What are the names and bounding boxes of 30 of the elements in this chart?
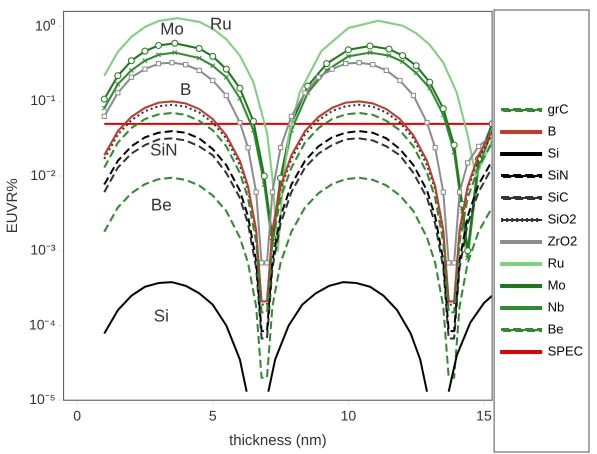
y-axis-title: EUVR% bbox=[4, 178, 22, 234]
legend-label: Si bbox=[548, 146, 560, 161]
y-tick-label: 10⁰ bbox=[35, 18, 56, 34]
legend-label: SPEC bbox=[548, 344, 584, 359]
x-axis-title: thickness (nm) bbox=[229, 432, 327, 450]
legend-label: Ru bbox=[548, 256, 564, 271]
y-tick-label: 10⁻² bbox=[30, 166, 56, 183]
x-tick-label: 15 bbox=[476, 407, 492, 424]
y-tick-label: 10⁻³ bbox=[30, 242, 56, 258]
annotation: Si bbox=[154, 306, 169, 326]
legend-label: Nb bbox=[548, 300, 564, 315]
legend-label: SiC bbox=[548, 190, 569, 205]
x-tick-label: 10 bbox=[340, 407, 356, 424]
annotation: Be bbox=[150, 195, 172, 214]
legend-label: SiO2 bbox=[548, 212, 577, 227]
annotation: SiN bbox=[150, 140, 178, 160]
y-tick-label: 10⁻⁵ bbox=[29, 391, 56, 408]
annotation: Mo bbox=[160, 20, 184, 39]
y-tick-label: 10⁻¹ bbox=[30, 92, 56, 108]
x-tick-label: 0 bbox=[73, 407, 82, 424]
annotation: B bbox=[180, 80, 192, 100]
legend-label: grC bbox=[548, 102, 569, 117]
annotation: Ru bbox=[210, 14, 232, 34]
legend-label: B bbox=[548, 124, 556, 139]
x-tick-label: 5 bbox=[208, 407, 217, 424]
legend-label: Be bbox=[548, 322, 564, 337]
legend-label: Mo bbox=[548, 278, 566, 293]
y-tick-label: 10⁻⁴ bbox=[28, 316, 56, 332]
legend-label: SiN bbox=[548, 168, 569, 183]
legend-label: ZrO2 bbox=[548, 234, 578, 249]
